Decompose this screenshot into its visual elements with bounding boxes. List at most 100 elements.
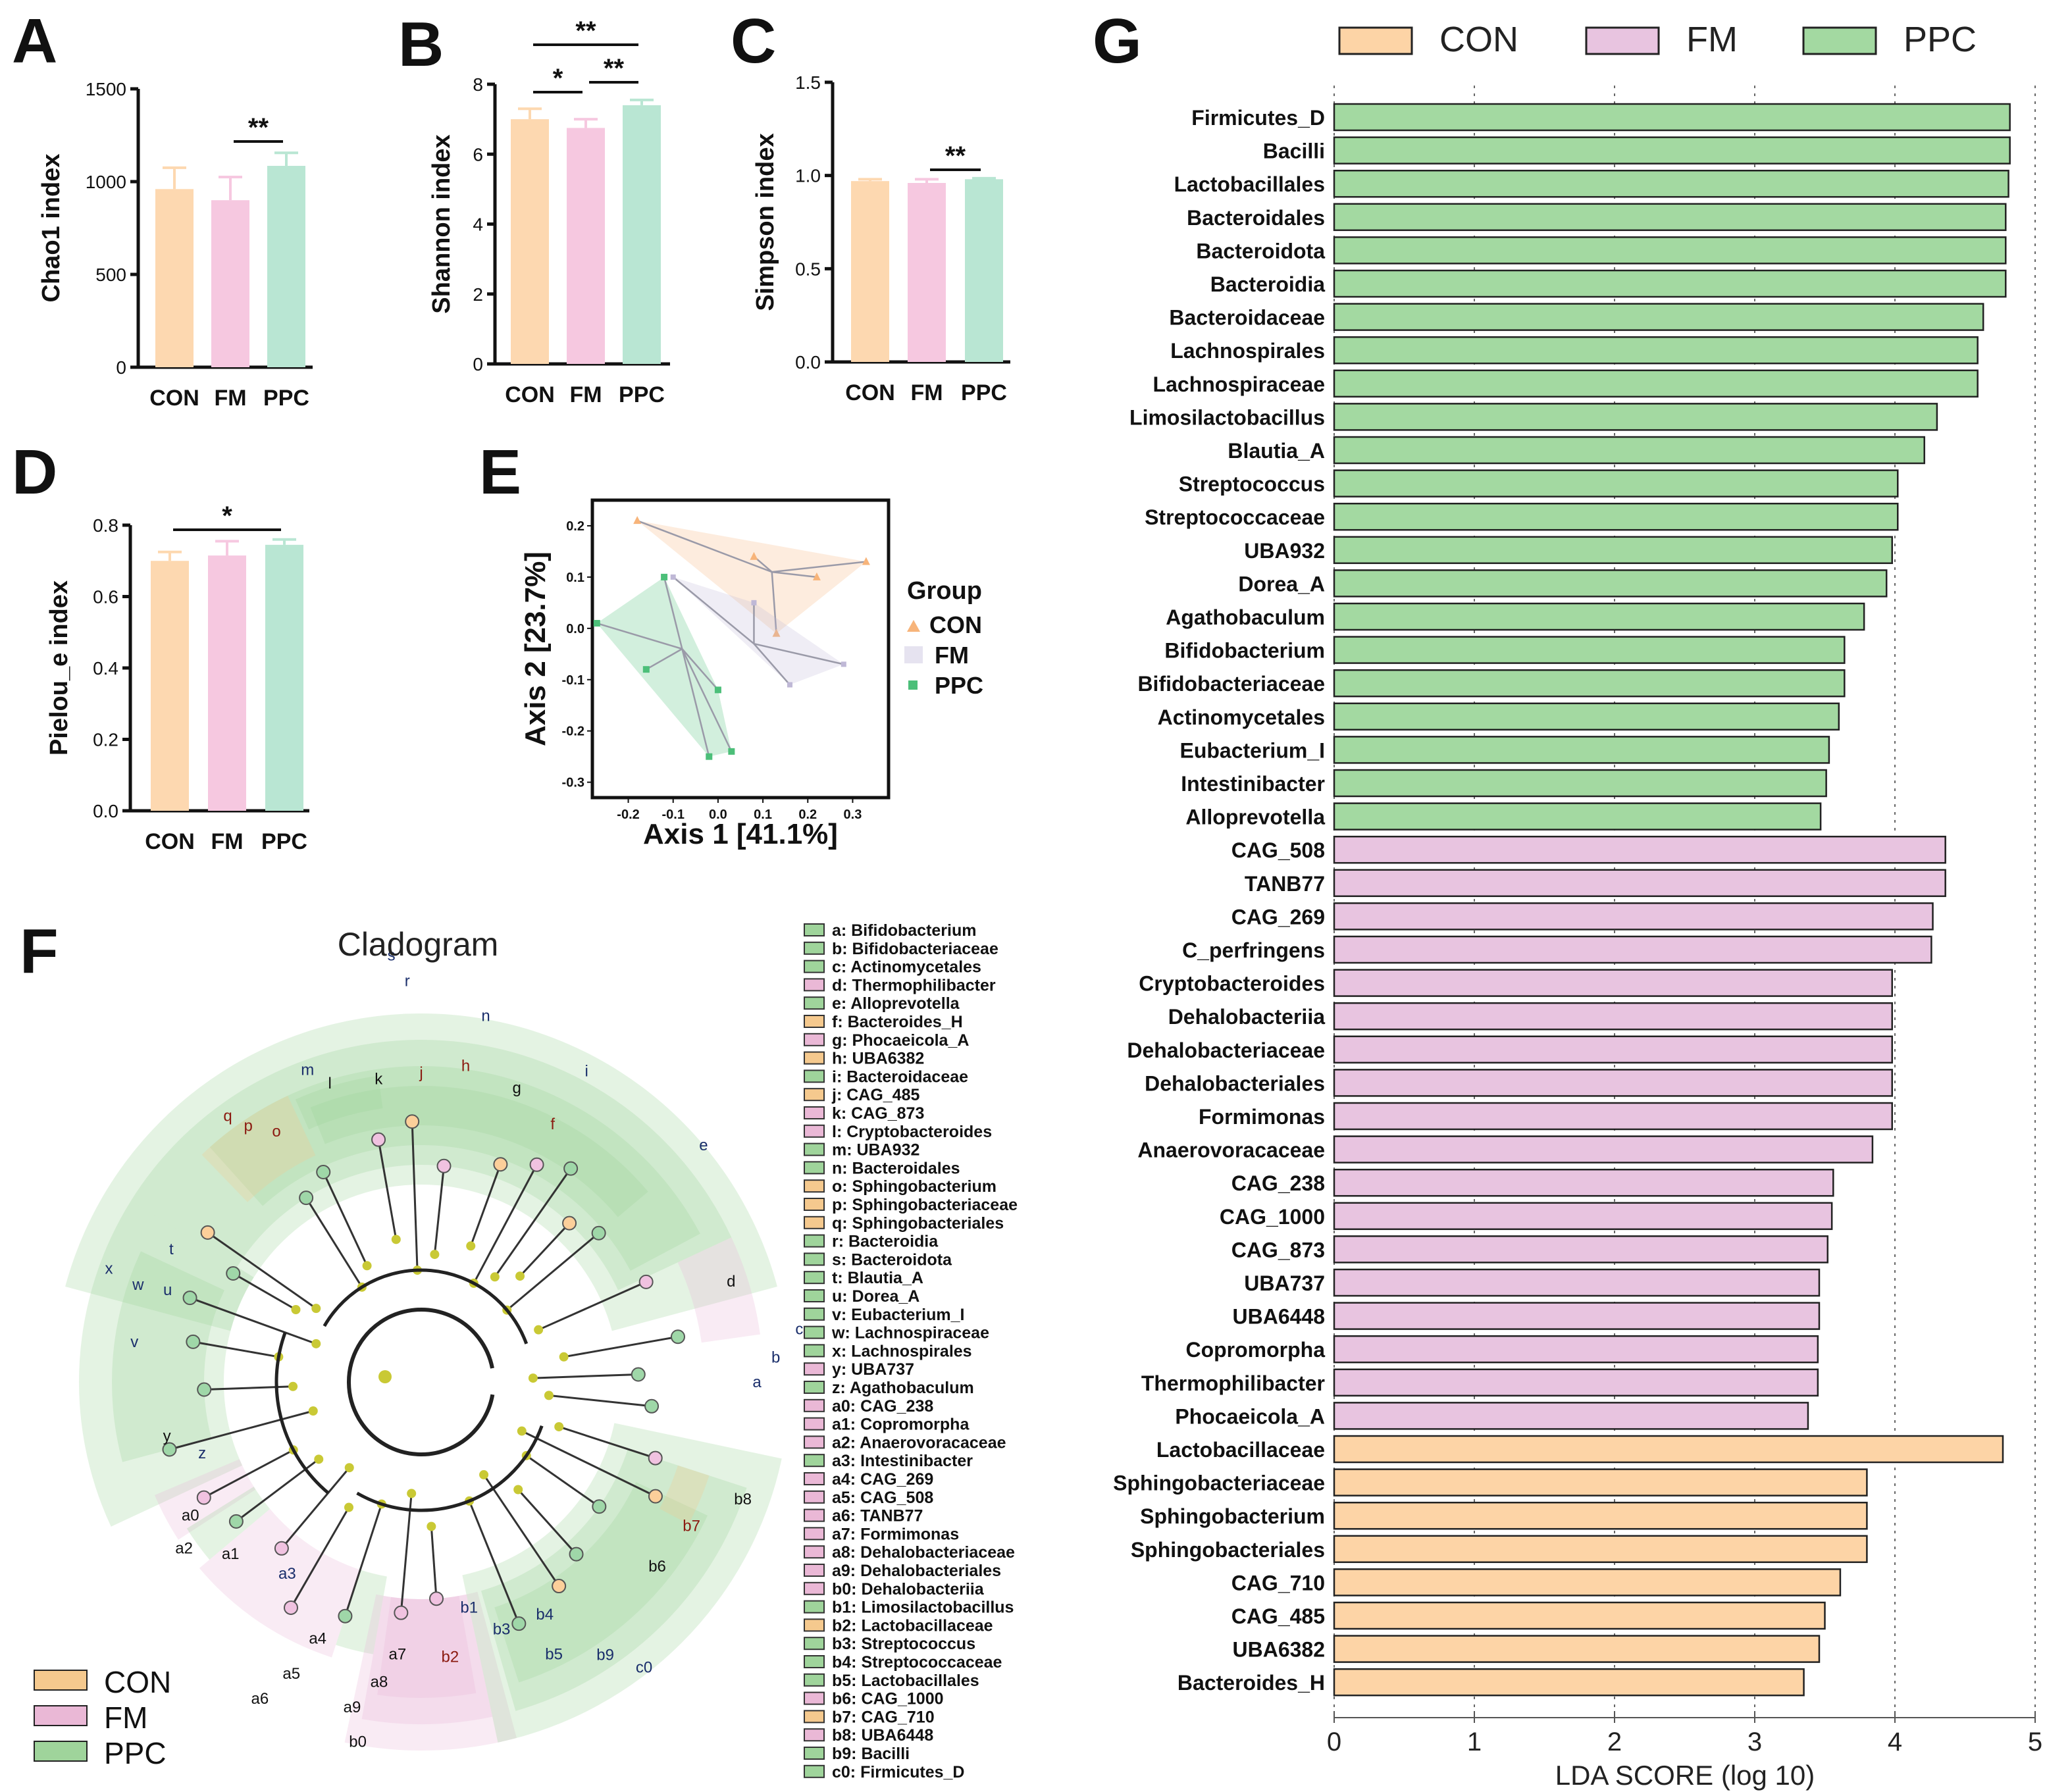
legend-swatch-ppc bbox=[1802, 26, 1877, 55]
x-tick-label: PPC bbox=[263, 386, 309, 411]
clade-letter-a6: a6 bbox=[251, 1690, 269, 1708]
lda-bar-label: Blautia_A bbox=[1228, 439, 1325, 463]
lda-bar-label: Bacteroidales bbox=[1187, 206, 1325, 230]
clade-letter-b1: b1 bbox=[460, 1599, 478, 1616]
x-tick-label: 0.3 bbox=[844, 807, 862, 822]
clade-sector-a8 bbox=[377, 1595, 477, 1698]
lda-bar-ppc bbox=[1333, 736, 1830, 764]
point-con bbox=[812, 572, 821, 580]
tree-node-ppc bbox=[338, 1608, 353, 1624]
spoke-ppc bbox=[681, 648, 719, 691]
panel-label-e: E bbox=[479, 437, 521, 507]
lda-bar-label: Streptococcus bbox=[1179, 473, 1325, 496]
clade-letter-n: n bbox=[481, 1008, 490, 1025]
tree-branch bbox=[521, 1430, 656, 1497]
tree-inner-node bbox=[490, 1272, 500, 1282]
point-fm bbox=[751, 600, 757, 605]
lda-bar-label: Formimonas bbox=[1199, 1105, 1325, 1129]
tree-branch bbox=[558, 1425, 656, 1459]
clade-sector-x bbox=[79, 1200, 254, 1527]
y-tick-label: 0 bbox=[473, 354, 483, 374]
clade-letter-y: y bbox=[163, 1427, 171, 1445]
clade-letter-o: o bbox=[272, 1123, 280, 1140]
point-fm bbox=[787, 682, 792, 688]
taxa-swatch-a3 bbox=[804, 1454, 825, 1468]
tree-branch bbox=[203, 1448, 294, 1498]
clade-letter-b2: b2 bbox=[442, 1649, 459, 1666]
taxa-label-l: l: Cryptobacteroides bbox=[832, 1123, 992, 1141]
taxa-swatch-b0 bbox=[804, 1581, 825, 1595]
tree-branch bbox=[469, 1164, 502, 1246]
tree-arc bbox=[356, 1425, 544, 1512]
clade-sector-r bbox=[131, 1040, 732, 1291]
taxa-label-a3: a3: Intestinibacter bbox=[832, 1452, 973, 1470]
lda-bar-label: Copromorpha bbox=[1185, 1338, 1325, 1362]
x-tick-label: FM bbox=[211, 829, 243, 854]
taxa-swatch-a8 bbox=[804, 1545, 825, 1559]
taxa-label-a: a: Bifidobacterium bbox=[832, 921, 976, 940]
taxa-label-b5: b5: Lactobacillales bbox=[832, 1672, 979, 1690]
tree-node-fm bbox=[274, 1541, 289, 1556]
tree-node-fm bbox=[284, 1600, 298, 1615]
tree-inner-node bbox=[308, 1406, 318, 1416]
clade-sector-b5 bbox=[494, 1482, 708, 1683]
tree-node-ppc bbox=[197, 1382, 212, 1397]
taxa-label-q: q: Sphingobacteriales bbox=[832, 1214, 1004, 1233]
tree-inner-node bbox=[311, 1304, 321, 1314]
clade-letter-g: g bbox=[513, 1079, 521, 1097]
tree-arc bbox=[323, 1268, 529, 1344]
lda-bar-ppc bbox=[1333, 769, 1827, 798]
spoke-ppc bbox=[663, 576, 683, 650]
taxa-label-b1: b1: Limosilactobacillus bbox=[832, 1599, 1014, 1617]
tree-inner-node bbox=[314, 1454, 324, 1464]
lda-bar-label: Agathobaculum bbox=[1166, 605, 1325, 629]
taxa-label-r: r: Bacteroidia bbox=[832, 1233, 939, 1251]
lda-bar-ppc bbox=[1333, 336, 1979, 365]
tree-node-fm bbox=[429, 1591, 444, 1606]
lda-bar-label: Dehalobacteriia bbox=[1168, 1005, 1326, 1029]
taxa-label-y: y: UBA737 bbox=[832, 1360, 914, 1379]
tree-node-ppc bbox=[162, 1442, 177, 1457]
taxa-label-k: k: CAG_873 bbox=[832, 1104, 924, 1123]
taxa-swatch-a5 bbox=[804, 1490, 825, 1504]
taxa-label-m: m: UBA932 bbox=[832, 1141, 919, 1160]
tree-branch bbox=[433, 1165, 445, 1255]
x-tick-label: FM bbox=[214, 386, 246, 411]
lda-bar-ppc bbox=[1333, 536, 1893, 565]
lda-bar-fm bbox=[1333, 1035, 1893, 1064]
tree-inner-node bbox=[559, 1352, 569, 1362]
lda-bar-label: UBA6382 bbox=[1232, 1638, 1325, 1662]
point-con bbox=[750, 551, 758, 560]
lda-bar-label: CAG_238 bbox=[1231, 1171, 1325, 1195]
lda-bar-label: UBA737 bbox=[1244, 1271, 1325, 1295]
tree-inner-node bbox=[534, 1325, 544, 1335]
clade-sector-a2 bbox=[199, 1508, 361, 1658]
panel-c-simpson-chart: 0.0 0.5 1.0 1.5 CON FM PPC ** Simpson index bbox=[752, 72, 1010, 405]
clade-sector-b9 bbox=[480, 1448, 747, 1711]
clade-letter-c0: c0 bbox=[636, 1658, 652, 1676]
legend-swatch-ppc bbox=[34, 1741, 88, 1762]
lda-bar-label: Intestinibacter bbox=[1181, 772, 1325, 796]
taxa-swatch-n bbox=[804, 1161, 825, 1175]
clade-letter-b6: b6 bbox=[648, 1558, 666, 1575]
legend-swatch-fm bbox=[1585, 26, 1660, 55]
clade-letter-q: q bbox=[223, 1107, 232, 1125]
lda-bar-ppc bbox=[1333, 802, 1822, 831]
taxa-label-b2: b2: Lactobacillaceae bbox=[832, 1616, 993, 1635]
taxa-swatch-a4 bbox=[804, 1472, 825, 1485]
taxa-swatch-k bbox=[804, 1106, 825, 1119]
tree-node-ppc bbox=[563, 1161, 579, 1176]
lda-bar-ppc bbox=[1333, 103, 2011, 132]
tree-branch bbox=[482, 1474, 560, 1587]
legend-swatch-con bbox=[1338, 26, 1413, 55]
taxa-label-j: j: CAG_485 bbox=[831, 1086, 919, 1104]
spoke-ppc bbox=[681, 648, 710, 757]
lda-bar-label: UBA932 bbox=[1244, 539, 1325, 563]
clade-letter-a3: a3 bbox=[278, 1565, 296, 1583]
tree-inner-node bbox=[528, 1373, 538, 1383]
x-tick-label: CON bbox=[149, 386, 199, 411]
clade-letter-b: b bbox=[771, 1348, 780, 1366]
tree-branch bbox=[468, 1500, 520, 1624]
